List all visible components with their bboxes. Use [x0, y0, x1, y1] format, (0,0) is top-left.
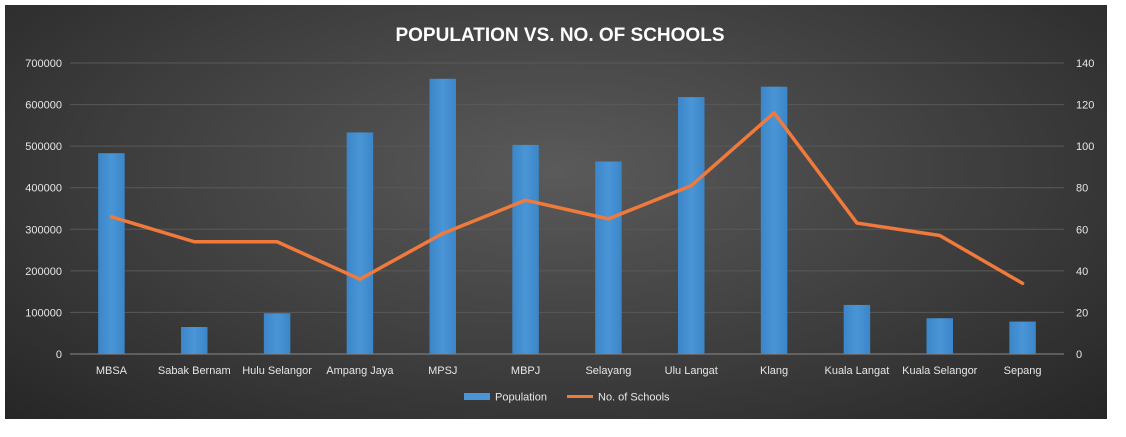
y-right-tick-label: 40 — [1076, 266, 1088, 278]
y-left-tick-label: 600000 — [25, 100, 62, 112]
y-left-tick-label: 0 — [56, 349, 62, 361]
population-bar — [677, 97, 705, 355]
x-tick-label: Kuala Selangor — [902, 365, 978, 377]
y-right-tick-label: 60 — [1076, 224, 1088, 236]
y-right-tick-label: 120 — [1076, 100, 1094, 112]
population-bar — [180, 326, 208, 354]
y-left-tick-label: 200000 — [25, 266, 62, 278]
y-left-tick-label: 700000 — [25, 58, 62, 70]
y-left-tick-label: 400000 — [25, 183, 62, 195]
y-right-tick-label: 20 — [1076, 307, 1088, 319]
legend-population-label: Population — [495, 392, 547, 404]
x-tick-label: MPSJ — [428, 365, 457, 377]
x-tick-label: Ulu Langat — [665, 365, 718, 377]
population-bar — [429, 78, 457, 354]
y-left-tick-label: 300000 — [25, 224, 62, 236]
grid-layer — [70, 62, 1064, 355]
chart-svg: POPULATION VS. NO. OF SCHOOLS 0100000200… — [25, 25, 1094, 404]
x-tick-label: Hulu Selangor — [242, 365, 312, 377]
y-right-tick-label: 140 — [1076, 58, 1094, 70]
population-bar — [263, 313, 291, 354]
chart-area: POPULATION VS. NO. OF SCHOOLS 0 100000 200… — [5, 5, 1107, 419]
population-bar — [512, 144, 539, 354]
population-bar — [98, 153, 125, 354]
x-tick-label: Sabak Bernam — [158, 365, 231, 377]
population-bar — [346, 132, 374, 354]
ticks-layer: 0 100000 200000 300000 400000 500000 600000 700… — [25, 58, 1094, 377]
population-bar — [926, 318, 954, 354]
y-right-tick-label: 100 — [1076, 141, 1094, 153]
x-tick-label: Ampang Jaya — [326, 365, 394, 377]
population-bar — [1009, 321, 1036, 354]
population-bar — [843, 304, 871, 354]
line-layer — [109, 111, 1025, 286]
y-right-tick-label: 80 — [1076, 183, 1088, 195]
x-tick-label: Kuala Langat — [824, 365, 889, 377]
x-tick-label: Sepang — [1004, 365, 1042, 377]
x-tick-label: MBSA — [96, 365, 128, 377]
x-tick-label: Klang — [760, 365, 788, 377]
legend: Population No. of Schools — [464, 392, 670, 404]
x-tick-label: MBPJ — [511, 365, 540, 377]
schools-line — [109, 111, 1025, 286]
y-left-tick-label: 500000 — [25, 141, 62, 153]
population-bar — [760, 86, 788, 355]
bars-layer — [98, 78, 1036, 355]
legend-population-swatch — [464, 393, 490, 400]
population-bar — [595, 161, 622, 354]
y-left-tick-label: 100000 — [25, 307, 62, 319]
y-right-tick-label: 0 — [1076, 349, 1082, 361]
chart-title: POPULATION VS. NO. OF SCHOOLS — [395, 25, 724, 46]
legend-schools-label: No. of Schools — [598, 392, 670, 404]
x-tick-label: Selayang — [585, 365, 631, 377]
